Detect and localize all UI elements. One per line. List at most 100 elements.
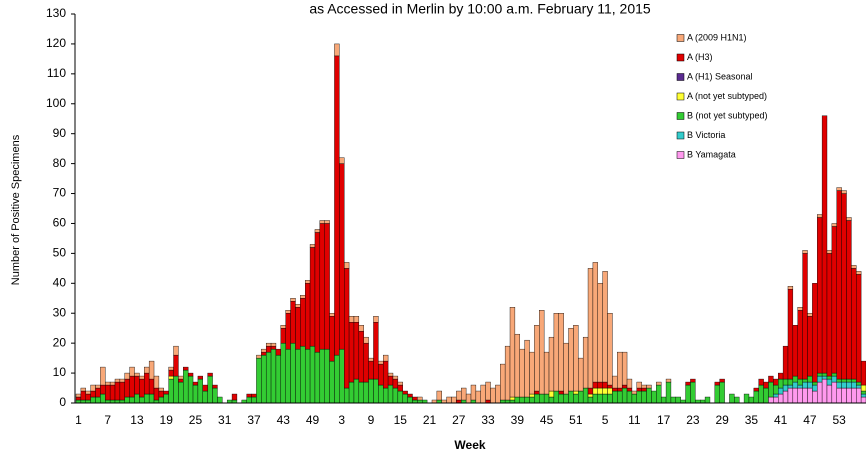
bar-segment <box>778 378 784 389</box>
bar-segment <box>778 372 784 380</box>
legend-label: A (2009 H1N1) <box>687 32 747 42</box>
bar-segment <box>753 387 759 392</box>
bar-segment <box>158 387 164 392</box>
bar-segment <box>363 381 369 404</box>
bar-segment <box>124 372 130 380</box>
bar-segment <box>617 351 623 389</box>
bar-segment <box>758 384 764 404</box>
bar-segment <box>704 396 711 404</box>
bar-segment <box>831 375 837 383</box>
bar-segment <box>509 307 516 398</box>
bar-segment <box>256 354 262 359</box>
x-tick-label: 33 <box>481 413 495 427</box>
bar-segment <box>851 378 857 383</box>
bar-segment <box>826 378 833 386</box>
bar-segment <box>587 396 594 404</box>
bar-segment <box>470 384 477 401</box>
y-tick-label: 20 <box>53 335 67 349</box>
bar-segment <box>202 384 208 392</box>
bar-segment <box>329 313 335 317</box>
bar-segment <box>353 316 360 323</box>
bar-segment <box>617 390 623 404</box>
x-tick-label: 23 <box>686 413 700 427</box>
bar-segment <box>256 357 262 404</box>
bar-segment <box>504 345 511 401</box>
x-tick-label: 41 <box>774 413 788 427</box>
bar-segment <box>329 316 335 362</box>
bar-segment <box>75 393 82 398</box>
bar-segment <box>782 378 789 386</box>
bar-segment <box>383 360 389 389</box>
bar-segment <box>309 244 316 248</box>
bar-segment <box>168 375 174 380</box>
bar-segment <box>631 393 638 404</box>
bar-segment <box>690 381 696 404</box>
legend-swatch <box>676 151 685 159</box>
bar-segment <box>792 387 798 404</box>
bar-segment <box>836 378 842 383</box>
bar-segment <box>261 354 267 404</box>
bar-segment <box>534 390 540 395</box>
bar-segment <box>270 348 277 404</box>
bar-segment <box>344 262 350 269</box>
bar-segment <box>192 381 199 386</box>
x-tick-label: 17 <box>657 413 671 427</box>
bar-segment <box>636 381 642 389</box>
bar-segment <box>578 357 584 392</box>
y-tick-label: 90 <box>53 126 67 140</box>
bar-segment <box>831 226 837 374</box>
bar-segment <box>534 393 540 404</box>
bar-segment <box>358 330 364 383</box>
bar-segment <box>797 384 803 389</box>
bar-segment <box>148 378 155 395</box>
bar-segment <box>212 387 218 404</box>
bar-segment <box>95 384 101 389</box>
bar-segment <box>529 393 535 398</box>
bar-segment <box>519 396 525 404</box>
bar-segment <box>685 381 691 386</box>
bars <box>75 43 866 404</box>
bar-segment <box>461 387 467 401</box>
bar-segment <box>612 375 618 389</box>
bar-segment <box>539 310 545 395</box>
bar-segment <box>456 390 462 401</box>
bar-segment <box>665 378 672 383</box>
bar-segment <box>607 393 613 404</box>
bar-segment <box>304 280 311 284</box>
bar-segment <box>797 310 803 380</box>
bar-segment <box>553 390 559 404</box>
bar-segment <box>782 345 789 380</box>
y-tick-label: 0 <box>59 395 66 409</box>
bar-segment <box>387 375 394 386</box>
y-tick-label: 130 <box>46 6 66 20</box>
bar-segment <box>373 316 379 323</box>
bar-segment <box>787 387 794 404</box>
bar-segment <box>387 372 394 377</box>
y-tick-label: 70 <box>53 186 67 200</box>
bar-segment <box>602 381 608 389</box>
bar-segment <box>792 381 798 389</box>
bar-segment <box>387 384 394 404</box>
bar-segment <box>685 384 691 404</box>
bar-segment <box>178 381 184 404</box>
bar-segment <box>860 390 866 395</box>
bar-segment <box>841 378 847 383</box>
bar-segment <box>163 390 169 395</box>
bar-segment <box>763 381 769 389</box>
bar-segment <box>621 351 628 386</box>
bar-segment <box>158 390 164 398</box>
bar-segment <box>207 375 213 404</box>
bar-segment <box>631 390 638 395</box>
bar-segment <box>144 366 150 374</box>
bar-segment <box>397 390 403 404</box>
legend-swatch <box>676 53 685 62</box>
bar-segment <box>773 393 779 398</box>
bar-segment <box>729 393 735 404</box>
legend-swatch <box>676 34 685 42</box>
bar-segment <box>641 384 647 389</box>
bar-segment <box>768 375 774 383</box>
bar-segment <box>319 220 325 224</box>
bar-segment <box>812 381 818 386</box>
bar-segment <box>607 387 613 395</box>
bar-segment <box>363 342 369 383</box>
